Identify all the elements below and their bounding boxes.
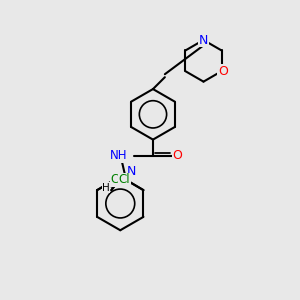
Text: Cl: Cl [118, 173, 130, 186]
Text: O: O [173, 149, 183, 162]
Text: NH: NH [110, 149, 127, 162]
Text: H: H [102, 183, 110, 193]
Text: O: O [218, 65, 228, 78]
Text: N: N [199, 34, 208, 46]
Text: N: N [127, 165, 136, 178]
Text: Cl: Cl [110, 173, 122, 186]
